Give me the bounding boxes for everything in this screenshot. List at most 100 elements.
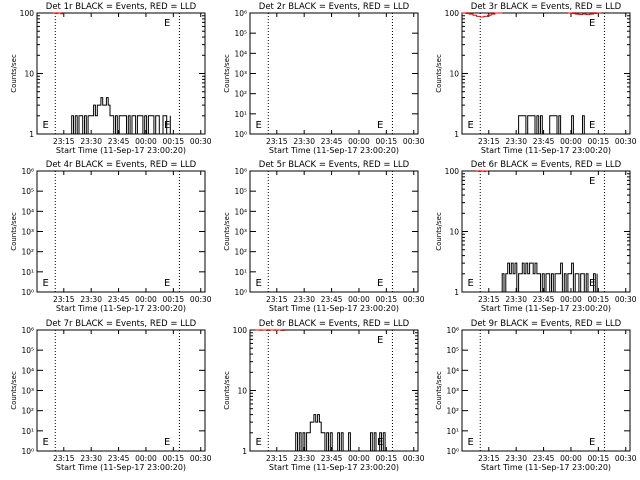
lld-series-line bbox=[567, 12, 601, 16]
flag-marker: E bbox=[467, 278, 473, 289]
y-tick-label: 10⁵ bbox=[21, 346, 34, 355]
x-tick-label: 23:15 bbox=[266, 454, 288, 463]
x-tick-label: 00:15 bbox=[588, 454, 610, 463]
y-tick-label: 10¹ bbox=[234, 268, 247, 277]
panel-title: Det 9r BLACK = Events, RED = LLD bbox=[471, 319, 622, 329]
y-tick-label: 10⁰ bbox=[234, 130, 247, 139]
y-tick-label: 10⁵ bbox=[446, 346, 459, 355]
panel-title: Det 5r BLACK = Events, RED = LLD bbox=[259, 160, 410, 170]
x-tick-label: 00:15 bbox=[376, 137, 398, 146]
y-tick-label: 10³ bbox=[234, 228, 247, 237]
y-tick-label: 10 bbox=[449, 70, 459, 79]
flag-marker: E bbox=[164, 18, 170, 29]
y-tick-label: 10¹ bbox=[21, 427, 34, 436]
x-tick-label: 23:30 bbox=[293, 137, 315, 146]
x-tick-label: 23:45 bbox=[321, 137, 343, 146]
y-tick-label: 10⁰ bbox=[446, 447, 459, 456]
events-series-line bbox=[293, 414, 387, 452]
x-tick-label: 00:30 bbox=[190, 295, 212, 304]
panel-det-9: Det 9r BLACK = Events, RED = LLD 23:15 23:… bbox=[435, 319, 637, 472]
lld-series-line bbox=[255, 329, 286, 331]
x-tick-label: 00:00 bbox=[348, 454, 370, 463]
panel-title: Det 7r BLACK = Events, RED = LLD bbox=[46, 319, 197, 329]
x-tick-label: 23:45 bbox=[108, 295, 130, 304]
flag-marker: E bbox=[377, 278, 383, 289]
y-tick-label: 100 bbox=[20, 9, 35, 18]
y-tick-label: 10² bbox=[446, 407, 459, 416]
x-tick-label: 23:15 bbox=[478, 295, 500, 304]
y-tick-label: 10³ bbox=[446, 387, 459, 396]
x-tick-label: 23:45 bbox=[108, 137, 130, 146]
y-tick-label: 10⁶ bbox=[234, 9, 247, 18]
x-tick-label: 00:00 bbox=[135, 137, 157, 146]
y-axis-label: Counts/sec bbox=[435, 371, 443, 410]
x-axis-label: Start Time (11-Sep-17 23:00:20) bbox=[481, 304, 611, 313]
y-tick-label: 100 bbox=[445, 167, 460, 176]
x-tick-label: 00:30 bbox=[403, 454, 425, 463]
x-tick-label: 00:00 bbox=[560, 137, 582, 146]
flag-marker: E bbox=[164, 278, 170, 289]
flag-marker: E bbox=[589, 437, 595, 448]
y-tick-label: 100 bbox=[233, 326, 248, 335]
x-tick-label: 23:45 bbox=[321, 295, 343, 304]
x-axis-label: Start Time (11-Sep-17 23:00:20) bbox=[269, 463, 399, 472]
panel-title: Det 4r BLACK = Events, RED = LLD bbox=[46, 160, 197, 170]
y-tick-label: 10⁰ bbox=[21, 447, 34, 456]
y-tick-label: 10 bbox=[24, 70, 34, 79]
panel-det-2: Det 2r BLACK = Events, RED = LLD 23:15 23:… bbox=[223, 2, 425, 155]
panel-title: Det 8r BLACK = Events, RED = LLD bbox=[259, 319, 410, 329]
x-tick-label: 23:15 bbox=[266, 137, 288, 146]
y-tick-label: 10⁶ bbox=[21, 326, 34, 335]
x-axis-label: Start Time (11-Sep-17 23:00:20) bbox=[56, 304, 186, 313]
lld-series-line bbox=[53, 12, 64, 15]
y-tick-label: 1 bbox=[29, 130, 34, 139]
x-tick-label: 23:45 bbox=[321, 454, 343, 463]
flag-marker: E bbox=[467, 120, 473, 131]
y-tick-label: 10⁰ bbox=[21, 288, 34, 297]
flag-marker: E bbox=[255, 437, 261, 448]
x-tick-label: 00:30 bbox=[615, 454, 637, 463]
y-tick-label: 10² bbox=[234, 90, 247, 99]
flag-marker: E bbox=[589, 176, 595, 187]
y-tick-label: 10⁰ bbox=[234, 288, 247, 297]
y-tick-label: 10³ bbox=[21, 387, 34, 396]
x-tick-label: 23:30 bbox=[293, 454, 315, 463]
x-tick-label: 00:00 bbox=[348, 295, 370, 304]
y-tick-label: 10⁴ bbox=[234, 49, 247, 58]
flag-marker: E bbox=[255, 278, 261, 289]
y-tick-label: 10 bbox=[449, 228, 459, 237]
flag-marker: E bbox=[467, 437, 473, 448]
y-tick-label: 10¹ bbox=[446, 427, 459, 436]
x-tick-label: 23:15 bbox=[53, 137, 75, 146]
lld-series-line bbox=[476, 170, 488, 172]
x-tick-label: 00:15 bbox=[376, 295, 398, 304]
x-tick-label: 00:15 bbox=[163, 454, 185, 463]
events-series-line bbox=[516, 115, 585, 135]
x-tick-label: 00:15 bbox=[376, 454, 398, 463]
panel-det-8: Det 8r BLACK = Events, RED = LLD 23:15 23:… bbox=[223, 319, 425, 472]
y-tick-label: 10⁴ bbox=[446, 366, 459, 375]
y-tick-label: 10⁵ bbox=[234, 29, 247, 38]
y-axis-label: Counts/sec bbox=[435, 54, 443, 93]
x-tick-label: 23:45 bbox=[108, 454, 130, 463]
x-tick-label: 00:30 bbox=[190, 454, 212, 463]
flag-marker: E bbox=[42, 278, 48, 289]
x-tick-label: 23:30 bbox=[505, 137, 527, 146]
x-tick-label: 23:15 bbox=[478, 137, 500, 146]
x-tick-label: 23:30 bbox=[505, 454, 527, 463]
panel-det-1: Det 1r BLACK = Events, RED = LLD 23:15 23:… bbox=[10, 2, 212, 155]
y-axis-label: Counts/sec bbox=[223, 212, 231, 251]
y-tick-label: 1 bbox=[454, 288, 459, 297]
x-tick-label: 23:30 bbox=[293, 295, 315, 304]
x-tick-label: 00:00 bbox=[560, 295, 582, 304]
x-tick-label: 00:30 bbox=[403, 295, 425, 304]
y-tick-label: 1 bbox=[454, 130, 459, 139]
y-tick-label: 10² bbox=[234, 248, 247, 257]
y-tick-label: 10³ bbox=[21, 228, 34, 237]
flag-marker: E bbox=[255, 120, 261, 131]
flag-marker: E bbox=[377, 437, 383, 448]
flag-marker: E bbox=[589, 18, 595, 29]
x-axis-label: Start Time (11-Sep-17 23:00:20) bbox=[481, 463, 611, 472]
panel-title: Det 2r BLACK = Events, RED = LLD bbox=[259, 2, 410, 12]
y-tick-label: 10 bbox=[237, 387, 247, 396]
